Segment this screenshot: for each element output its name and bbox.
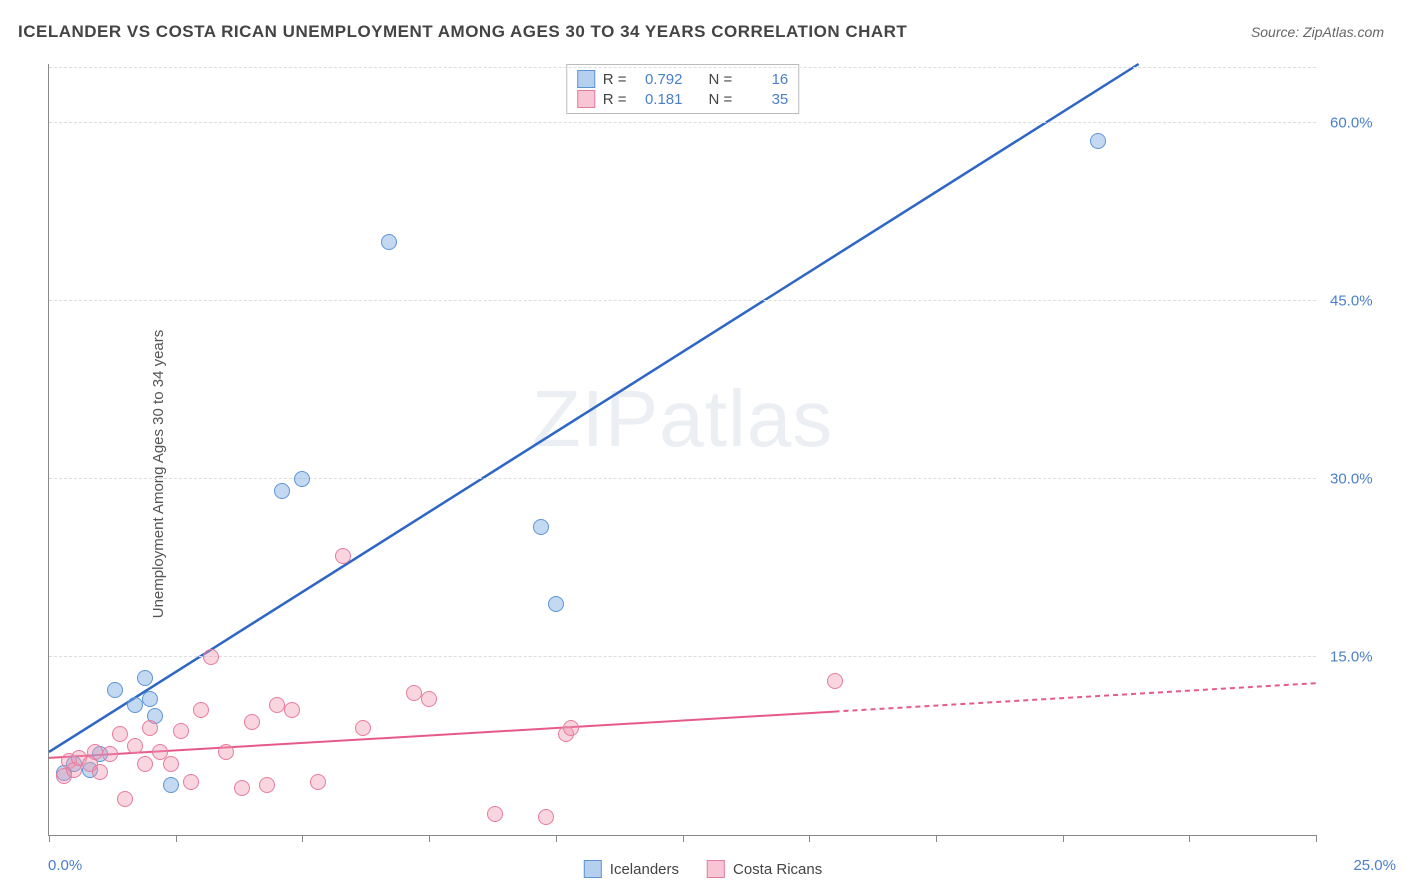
chart-container: Unemployment Among Ages 30 to 34 years Z… (0, 56, 1406, 892)
data-point-costa_ricans (234, 780, 250, 796)
x-tick (1063, 835, 1064, 842)
x-axis-max-label: 25.0% (1353, 857, 1396, 874)
data-point-icelanders (533, 519, 549, 535)
data-point-costa_ricans (259, 777, 275, 793)
series-legend: Icelanders Costa Ricans (584, 860, 822, 878)
gridline-h: 60.0% (49, 122, 1316, 123)
y-tick-label: 30.0% (1330, 471, 1373, 488)
gridline-h (49, 67, 1316, 68)
plot-area: ZIPatlas R = 0.792 N = 16 R = 0.181 N = … (48, 64, 1316, 836)
data-point-costa_ricans (102, 746, 118, 762)
x-tick (683, 835, 684, 842)
data-point-icelanders (107, 682, 123, 698)
data-point-icelanders (1090, 133, 1106, 149)
data-point-costa_ricans (92, 764, 108, 780)
data-point-costa_ricans (87, 744, 103, 760)
x-tick (176, 835, 177, 842)
y-tick-label: 60.0% (1330, 115, 1373, 132)
gridline-h: 15.0% (49, 656, 1316, 657)
data-point-costa_ricans (269, 697, 285, 713)
data-point-icelanders (294, 471, 310, 487)
chart-title: ICELANDER VS COSTA RICAN UNEMPLOYMENT AM… (18, 22, 907, 42)
x-tick (1316, 835, 1317, 842)
source-attribution: Source: ZipAtlas.com (1251, 24, 1384, 40)
legend-label-costaricans: Costa Ricans (733, 861, 822, 878)
data-point-costa_ricans (284, 702, 300, 718)
data-point-icelanders (127, 697, 143, 713)
data-point-costa_ricans (310, 774, 326, 790)
data-point-costa_ricans (112, 726, 128, 742)
data-point-costa_ricans (538, 809, 554, 825)
data-point-icelanders (163, 777, 179, 793)
x-tick (429, 835, 430, 842)
data-point-costa_ricans (406, 685, 422, 701)
data-point-costa_ricans (137, 756, 153, 772)
x-tick (809, 835, 810, 842)
data-point-costa_ricans (244, 714, 260, 730)
data-point-costa_ricans (117, 791, 133, 807)
data-point-icelanders (137, 670, 153, 686)
trend-lines-layer (49, 64, 1316, 835)
data-point-costa_ricans (193, 702, 209, 718)
data-point-costa_ricans (335, 548, 351, 564)
x-axis-origin-label: 0.0% (48, 857, 82, 874)
x-tick (302, 835, 303, 842)
data-point-costa_ricans (563, 720, 579, 736)
data-point-icelanders (381, 234, 397, 250)
x-tick (1189, 835, 1190, 842)
y-tick-label: 15.0% (1330, 649, 1373, 666)
data-point-icelanders (274, 483, 290, 499)
data-point-costa_ricans (183, 774, 199, 790)
x-tick (936, 835, 937, 842)
y-tick-label: 45.0% (1330, 293, 1373, 310)
gridline-h: 30.0% (49, 478, 1316, 479)
data-point-costa_ricans (421, 691, 437, 707)
data-point-costa_ricans (173, 723, 189, 739)
legend-item-costaricans: Costa Ricans (707, 860, 822, 878)
data-point-icelanders (142, 691, 158, 707)
data-point-costa_ricans (163, 756, 179, 772)
data-point-costa_ricans (827, 673, 843, 689)
legend-item-icelanders: Icelanders (584, 860, 679, 878)
data-point-costa_ricans (127, 738, 143, 754)
gridline-h: 45.0% (49, 300, 1316, 301)
legend-label-icelanders: Icelanders (610, 861, 679, 878)
x-tick (49, 835, 50, 842)
data-point-costa_ricans (355, 720, 371, 736)
trend-line-costa_ricans-extrapolated (835, 683, 1316, 711)
data-point-costa_ricans (218, 744, 234, 760)
data-point-costa_ricans (142, 720, 158, 736)
swatch-icelanders (584, 860, 602, 878)
x-tick (556, 835, 557, 842)
data-point-costa_ricans (487, 806, 503, 822)
data-point-costa_ricans (203, 649, 219, 665)
data-point-icelanders (548, 596, 564, 612)
swatch-costaricans (707, 860, 725, 878)
